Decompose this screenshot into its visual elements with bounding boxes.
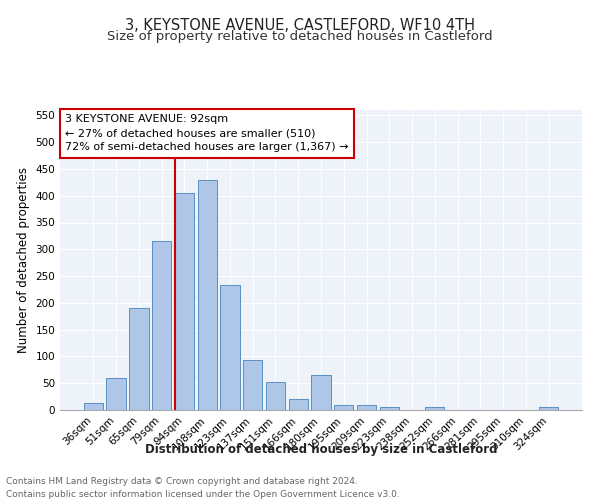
Bar <box>220 285 239 410</box>
Bar <box>334 404 353 410</box>
Bar <box>152 242 172 410</box>
Text: Size of property relative to detached houses in Castleford: Size of property relative to detached ho… <box>107 30 493 43</box>
Bar <box>175 193 194 410</box>
Bar <box>311 375 331 410</box>
Bar <box>289 400 308 410</box>
Bar <box>380 408 399 410</box>
Text: 3 KEYSTONE AVENUE: 92sqm
← 27% of detached houses are smaller (510)
72% of semi-: 3 KEYSTONE AVENUE: 92sqm ← 27% of detach… <box>65 114 349 152</box>
Text: 3, KEYSTONE AVENUE, CASTLEFORD, WF10 4TH: 3, KEYSTONE AVENUE, CASTLEFORD, WF10 4TH <box>125 18 475 32</box>
Text: Contains HM Land Registry data © Crown copyright and database right 2024.: Contains HM Land Registry data © Crown c… <box>6 478 358 486</box>
Bar <box>197 180 217 410</box>
Bar <box>129 308 149 410</box>
Bar <box>106 378 126 410</box>
Y-axis label: Number of detached properties: Number of detached properties <box>17 167 30 353</box>
Bar <box>243 360 262 410</box>
Bar <box>357 405 376 410</box>
Bar <box>425 408 445 410</box>
Text: Contains public sector information licensed under the Open Government Licence v3: Contains public sector information licen… <box>6 490 400 499</box>
Bar <box>266 382 285 410</box>
Text: Distribution of detached houses by size in Castleford: Distribution of detached houses by size … <box>145 442 497 456</box>
Bar <box>539 408 558 410</box>
Bar <box>84 403 103 410</box>
